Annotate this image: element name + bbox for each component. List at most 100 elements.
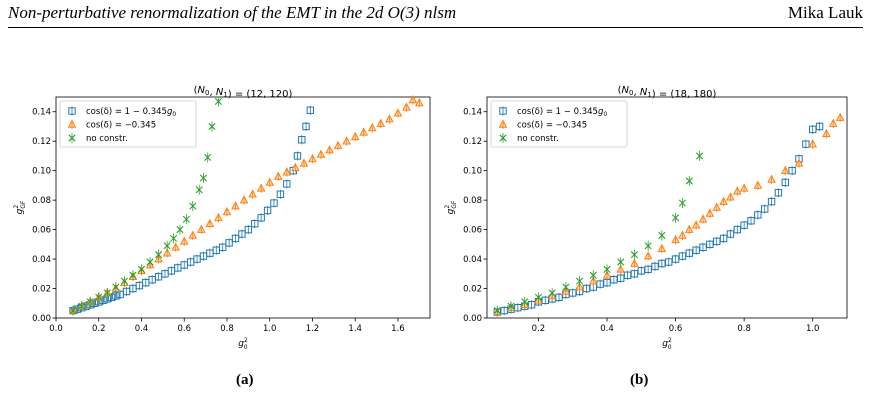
data-point-square <box>610 275 618 285</box>
data-point-x <box>208 121 216 132</box>
data-point-triangle <box>657 243 667 254</box>
x-tick-label: 0.0 <box>49 324 63 334</box>
data-point-square <box>527 300 536 310</box>
plot-frame <box>55 96 431 319</box>
data-point-x <box>603 264 611 275</box>
chart-title: (N0, N1) = (12, 120) <box>194 85 293 100</box>
data-point-triangle <box>678 230 687 240</box>
data-point-triangle <box>739 183 749 193</box>
x-tick-label: 0.8 <box>737 324 751 334</box>
y-tick-label: 0.04 <box>32 255 51 265</box>
data-point-x <box>112 282 120 293</box>
data-point-square <box>298 135 306 145</box>
data-point-square <box>671 254 680 264</box>
data-point-square <box>514 303 522 313</box>
data-point-x <box>204 152 212 163</box>
chart-title: (N0, N1) = (18, 180) <box>618 85 717 100</box>
data-point-triangle <box>719 196 728 207</box>
x-tick-label: 0.6 <box>177 324 191 334</box>
data-point-square <box>306 105 315 115</box>
subfigure-label-b: (b) <box>630 372 649 388</box>
data-point-triangle <box>794 158 804 168</box>
data-point-triangle <box>385 114 394 124</box>
data-point-square <box>596 279 604 289</box>
data-point-x <box>575 276 584 287</box>
data-point-x <box>589 270 597 281</box>
data-point-x <box>493 305 501 316</box>
data-point-square <box>733 225 741 235</box>
y-tick-label: 0.00 <box>463 314 482 324</box>
data-point-square <box>174 263 182 273</box>
data-point-square <box>206 248 214 258</box>
data-point-triangle <box>171 242 181 252</box>
data-point-square <box>263 205 272 215</box>
y-tick-label: 0.06 <box>32 226 51 236</box>
data-point-triangle <box>179 236 189 246</box>
data-point-triangle <box>780 165 790 176</box>
data-point-triangle <box>408 95 418 105</box>
data-point-square <box>582 284 591 294</box>
data-point-square <box>199 251 208 261</box>
y-tick-label: 0.10 <box>463 167 482 177</box>
y-tick-label: 0.02 <box>463 285 482 295</box>
legend-marker-triangle <box>498 119 508 129</box>
data-point-x <box>630 249 639 260</box>
x-tick-label: 0.4 <box>600 324 614 334</box>
data-point-x <box>69 305 77 316</box>
data-point-x <box>658 230 666 241</box>
running-author: Mika Lauk <box>787 3 863 22</box>
data-point-x <box>169 233 178 244</box>
data-point-x <box>95 292 103 303</box>
legend: cos(δ) = 1 − 0.345g0 cos(δ) = −0.345 no co… <box>490 100 628 148</box>
y-axis-label: g2GF <box>13 200 27 214</box>
data-point-triangle <box>325 145 334 155</box>
data-point-triangle <box>282 167 292 177</box>
y-tick-label: 0.04 <box>463 255 482 265</box>
data-point-square <box>788 166 796 176</box>
data-point-square <box>302 121 310 131</box>
legend-box <box>59 100 197 148</box>
data-point-square <box>212 245 220 255</box>
data-point-square <box>238 229 246 239</box>
data-point-triangle <box>299 158 309 168</box>
data-point-square <box>699 242 707 252</box>
data-point-x <box>189 201 197 212</box>
data-point-square <box>623 270 632 280</box>
data-point-triangle <box>333 140 343 151</box>
series-square <box>493 121 824 317</box>
data-point-triangle <box>767 174 776 185</box>
x-axis-label: g2 0 <box>238 337 248 351</box>
data-point-x <box>182 214 190 225</box>
legend-marker-x <box>499 133 507 143</box>
legend-marker-triangle <box>67 119 77 129</box>
data-point-x <box>562 282 570 293</box>
data-point-triangle <box>273 171 283 182</box>
plot-frame <box>486 96 848 319</box>
data-point-square <box>251 219 259 229</box>
x-tick-label: 1.2 <box>306 324 320 334</box>
data-point-triangle <box>231 201 240 211</box>
data-point-square <box>218 242 227 252</box>
data-point-triangle <box>188 230 198 240</box>
data-point-x <box>534 292 543 303</box>
y-tick-label: 0.10 <box>32 167 51 177</box>
data-point-square <box>122 286 131 296</box>
data-point-x <box>671 212 680 223</box>
data-point-square <box>244 225 253 235</box>
data-point-x <box>678 198 687 209</box>
data-point-square <box>276 189 285 199</box>
legend-marker-square <box>499 106 507 116</box>
data-point-square <box>193 254 201 264</box>
data-point-triangle <box>393 108 403 118</box>
data-point-triangle <box>753 180 763 190</box>
data-point-triangle <box>222 207 232 217</box>
data-point-triangle <box>712 202 722 212</box>
data-point-square <box>167 266 176 276</box>
data-point-x <box>199 173 208 184</box>
data-point-square <box>142 278 150 288</box>
data-point-square <box>630 269 639 279</box>
data-point-triangle <box>248 189 257 199</box>
data-point-triangle <box>691 220 701 230</box>
legend-label: cos(δ) = −0.345 <box>517 121 587 131</box>
